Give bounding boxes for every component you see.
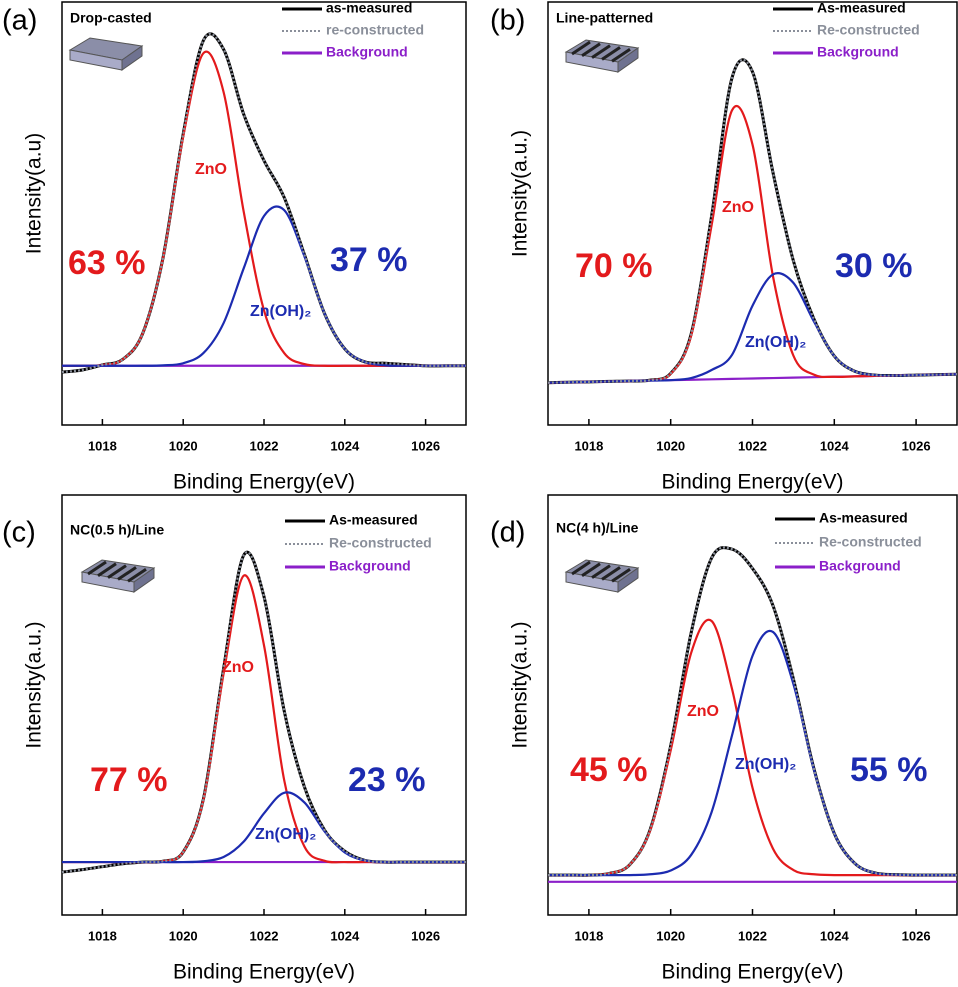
x-tick-label: 1020 — [169, 438, 198, 453]
legend-label: Background — [817, 44, 899, 60]
legend-label: re-constructed — [326, 22, 424, 38]
x-tick-label: 1018 — [574, 438, 603, 453]
x-tick-label: 1020 — [656, 438, 685, 453]
panel-label: (a) — [2, 5, 37, 37]
x-tick-label: 1022 — [738, 438, 767, 453]
x-tick-label: 1022 — [250, 438, 279, 453]
sample-icon-stripe — [611, 567, 631, 583]
x-tick-label: 1018 — [88, 438, 117, 453]
series-line — [61, 32, 466, 374]
legend-label: As-measured — [819, 510, 908, 526]
x-tick-label: 1020 — [656, 928, 685, 943]
series-line — [61, 205, 466, 367]
panel-title: Line-patterned — [556, 10, 653, 26]
curve-label: ZnO — [222, 659, 254, 676]
sample-icon-stripe — [97, 562, 117, 578]
y-axis-label: Intensity(a.u.) — [509, 621, 532, 748]
panel-label: (b) — [490, 5, 525, 37]
sample-icon-end — [617, 47, 639, 73]
x-tick-label: 1018 — [88, 928, 117, 943]
x-axis-label: Binding Energy(eV) — [661, 471, 843, 494]
sample-icon-stripe — [117, 566, 137, 581]
sample-icon-end — [121, 45, 143, 71]
curve-label: Zn(OH)₂ — [250, 303, 311, 320]
legend-label: As-measured — [329, 512, 418, 528]
sample-icon-stripe — [591, 44, 611, 59]
series-line — [548, 546, 957, 877]
series-line — [61, 550, 466, 874]
percentage-annotation: 37 % — [330, 241, 408, 279]
series-line — [548, 629, 957, 877]
sample-icon-stripe — [127, 567, 147, 583]
x-axis-label: Binding Energy(eV) — [173, 471, 355, 494]
x-axis-label: Binding Energy(eV) — [173, 961, 355, 984]
x-tick-label: 1022 — [738, 928, 767, 943]
curve-label: ZnO — [687, 703, 719, 720]
x-tick-label: 1026 — [902, 438, 931, 453]
legend-label: as-measured — [326, 0, 412, 16]
legend-label: As-measured — [817, 0, 906, 16]
sample-icon-stripe — [611, 47, 631, 63]
sample-icon-end — [617, 567, 639, 593]
x-tick-label: 1024 — [820, 438, 850, 453]
sample-icon-stripe — [581, 562, 601, 578]
series-line — [61, 32, 466, 374]
curve-label: ZnO — [195, 161, 227, 178]
x-tick-label: 1026 — [902, 928, 931, 943]
percentage-annotation: 70 % — [575, 247, 653, 285]
sample-icon-stripe — [571, 560, 591, 576]
panel-label: (c) — [2, 517, 36, 549]
legend-label: Re-constructed — [817, 22, 920, 38]
x-axis-label: Binding Energy(eV) — [661, 961, 843, 984]
percentage-annotation: 30 % — [835, 247, 913, 285]
sample-icon-stripe — [107, 564, 127, 579]
series-line — [62, 791, 466, 864]
percentage-annotation: 63 % — [68, 244, 146, 282]
curve-label: Zn(OH)₂ — [745, 334, 806, 351]
legend-label: Background — [819, 558, 901, 574]
legend-label: Re-constructed — [819, 534, 922, 550]
y-axis-label: Intensity(a.u) — [23, 133, 46, 254]
x-tick-label: 1024 — [330, 438, 360, 453]
panel-title: Drop-casted — [70, 10, 152, 26]
curve-label: Zn(OH)₂ — [735, 756, 796, 773]
sample-icon-stripe — [571, 40, 591, 56]
sample-icon-stripe — [601, 46, 621, 61]
y-axis-label: Intensity(a.u.) — [23, 621, 46, 748]
series-line — [61, 551, 466, 874]
series-line — [547, 271, 958, 384]
percentage-annotation: 23 % — [348, 761, 426, 799]
panel-label: (d) — [490, 517, 525, 549]
percentage-annotation: 55 % — [850, 751, 928, 789]
x-tick-label: 1024 — [820, 928, 850, 943]
sample-icon-stripe — [581, 42, 601, 58]
legend-label: Background — [329, 558, 411, 574]
x-tick-label: 1026 — [411, 438, 440, 453]
panel-title: NC(0.5 h)/Line — [70, 522, 164, 538]
percentage-annotation: 45 % — [570, 751, 648, 789]
sample-icon-stripe — [601, 566, 621, 581]
curve-label: Zn(OH)₂ — [255, 826, 316, 843]
series-line — [548, 546, 957, 877]
series-line — [547, 58, 958, 384]
x-tick-label: 1022 — [250, 928, 279, 943]
x-tick-label: 1026 — [411, 928, 440, 943]
legend-label: Re-constructed — [329, 535, 432, 551]
sample-icon-stripe — [591, 564, 611, 579]
legend-label: Background — [326, 44, 408, 60]
x-tick-label: 1020 — [169, 928, 198, 943]
percentage-annotation: 77 % — [90, 761, 168, 799]
sample-icon-end — [133, 567, 155, 593]
x-tick-label: 1024 — [330, 928, 360, 943]
series-line — [62, 574, 466, 864]
curve-label: ZnO — [722, 199, 754, 216]
y-axis-label: Intensity(a.u.) — [509, 130, 532, 257]
x-tick-label: 1018 — [574, 928, 603, 943]
panel-title: NC(4 h)/Line — [556, 520, 639, 536]
sample-icon-stripe — [87, 560, 107, 576]
